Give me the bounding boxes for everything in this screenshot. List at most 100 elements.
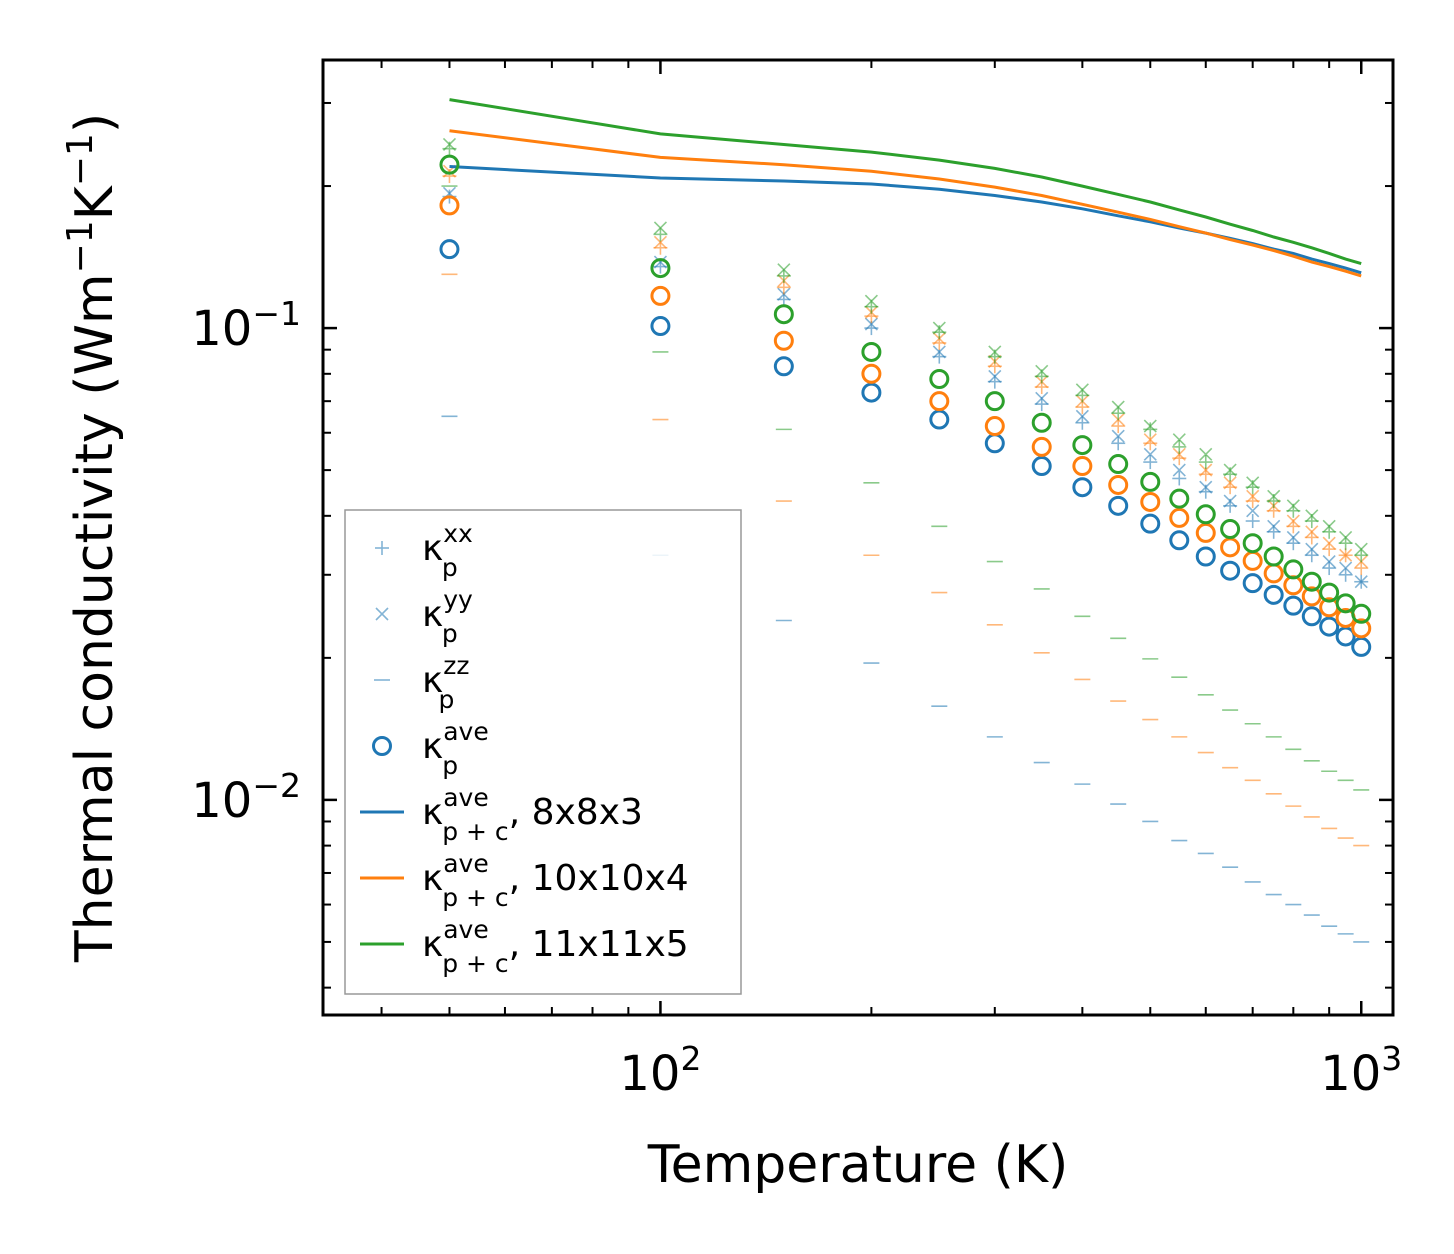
kyy-point: [1111, 429, 1125, 443]
kave-point: [773, 330, 794, 351]
kyy-point: [988, 345, 1002, 359]
legend-cross-marker: [375, 607, 389, 621]
kave-point: [1335, 593, 1356, 614]
kpc-series-11x11x5: [449, 98, 1362, 266]
plot-area: [439, 98, 1372, 943]
legend-entry: κave p + c, 8x8x3: [360, 783, 643, 846]
y-tick-label: 10−2: [191, 766, 301, 829]
kxx-point: [1322, 561, 1337, 576]
kxx-point: [1143, 436, 1158, 451]
kyy-point: [1339, 561, 1353, 575]
kave-point: [650, 258, 671, 279]
y-tick-label: 10−1: [191, 294, 301, 357]
series-8x8x3: [441, 186, 1370, 943]
kave-point: [1220, 519, 1241, 540]
kyy-point: [1286, 530, 1300, 544]
kave-point: [1169, 530, 1190, 551]
y-axis-label: Thermal conductivity (Wm−1K−1): [60, 113, 125, 963]
kave-point: [1283, 559, 1304, 580]
kxx-point: [1111, 419, 1126, 434]
kxx-point: [1354, 561, 1369, 576]
kave-point: [1301, 606, 1322, 627]
kxx-point: [1075, 415, 1090, 430]
kyy-point: [1305, 509, 1319, 523]
kave-point: [1031, 436, 1052, 457]
kpc-series-8x8x3: [449, 165, 1362, 275]
legend-box: [344, 509, 742, 995]
kave-point: [773, 304, 794, 325]
kyy-point: [1286, 499, 1300, 513]
kxx-point: [1172, 439, 1187, 454]
kpc-line-10x10x4: [449, 129, 1362, 278]
kave-point: [1140, 491, 1161, 512]
kave-point: [1242, 533, 1263, 554]
kyy-point: [988, 369, 1002, 383]
kxx-point: [1034, 397, 1049, 412]
kxx-point: [1111, 406, 1126, 421]
kave-point: [1319, 616, 1340, 637]
kave-point: [1169, 507, 1190, 528]
legend-label: κyy p: [422, 585, 473, 648]
kxx-point: [1338, 567, 1353, 582]
kave-point: [1108, 454, 1129, 475]
kyy-point: [1111, 400, 1125, 414]
kyy-point: [777, 263, 791, 277]
kave-point: [1242, 573, 1263, 594]
kave-point: [439, 154, 460, 175]
kave-series-11x11x5: [439, 154, 1372, 624]
kave-point: [1220, 537, 1241, 558]
kave-point: [1169, 488, 1190, 509]
kyy-point: [1075, 409, 1089, 423]
kyy-point: [864, 317, 878, 331]
kave-point: [1031, 456, 1052, 477]
kave-point: [929, 391, 950, 412]
kave-point: [861, 382, 882, 403]
kyy-point: [1223, 494, 1237, 508]
kxx-point: [1143, 422, 1158, 437]
legend-label: κxx p: [422, 519, 473, 582]
kave-point: [650, 316, 671, 337]
series-11x11x5: [441, 137, 1370, 791]
kyy-point: [1199, 447, 1213, 461]
kyy-point: [932, 321, 946, 335]
legend-label: κave p + c, 10x10x4: [422, 849, 689, 912]
kyy-point: [1246, 504, 1260, 518]
kyy-point: [1305, 542, 1319, 556]
kpc-line-8x8x3: [449, 165, 1362, 275]
kave-point: [1140, 471, 1161, 492]
legend-entry: κave p + c, 11x11x5: [360, 915, 689, 978]
kpc-line-11x11x5: [449, 98, 1362, 266]
kyy-point: [1199, 480, 1213, 494]
legend-circle-marker: [372, 736, 392, 756]
kyy-point: [1223, 476, 1237, 490]
kave-point: [984, 433, 1005, 454]
kave-point: [1301, 571, 1322, 592]
kyy-point: [1286, 514, 1300, 528]
axes: 102 103 10−2 10−1 Temperature (K) Thermal con…: [60, 58, 1402, 1195]
kave-point: [1195, 504, 1216, 525]
kyy-point: [1172, 433, 1186, 447]
kave-point: [439, 239, 460, 260]
kave-point: [1283, 595, 1304, 616]
plot-frame: [321, 58, 1395, 1017]
legend-entry: κyy p: [375, 585, 473, 648]
legend-plus-marker: [375, 541, 389, 555]
kave-point: [1220, 560, 1241, 581]
legend-entry: κzz p: [374, 651, 469, 714]
kyy-point: [653, 235, 667, 249]
kyy-point: [1267, 489, 1281, 503]
kave-point: [1263, 584, 1284, 605]
kyy-point: [1322, 519, 1336, 533]
kave-point: [1351, 618, 1372, 639]
legend-label: κave p + c, 8x8x3: [422, 783, 643, 846]
kave-point: [1072, 477, 1093, 498]
kyy-point: [1322, 536, 1336, 550]
kave-point: [439, 195, 460, 216]
kyy-point: [1143, 447, 1157, 461]
kxx-point: [1322, 542, 1337, 557]
legend-entry: κxx p: [375, 519, 473, 582]
kyy-point: [1305, 525, 1319, 539]
kyy-point: [1172, 463, 1186, 477]
kyy-point: [653, 255, 667, 269]
